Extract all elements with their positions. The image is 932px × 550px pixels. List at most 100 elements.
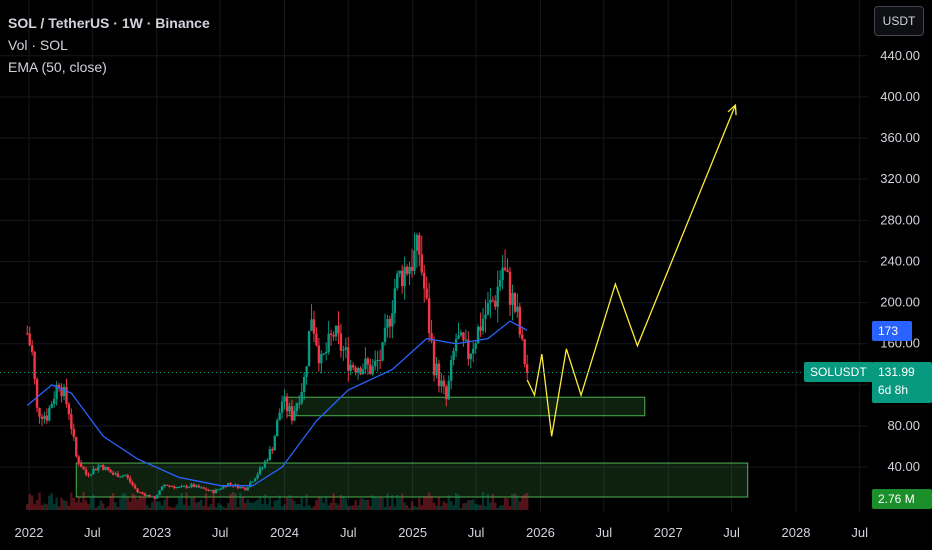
volume-bar bbox=[45, 504, 49, 510]
price-tick-label: 280.00 bbox=[880, 212, 920, 227]
time-axis[interactable]: 2022 Jul 2023 Jul 2024 Jul 2025 Jul 2026 Jul 2027 J… bbox=[15, 525, 869, 540]
candle-body bbox=[177, 486, 181, 488]
candle-body bbox=[38, 407, 41, 417]
time-tick-label: Jul bbox=[595, 525, 612, 540]
candle-body bbox=[364, 358, 367, 370]
candle-body bbox=[523, 339, 526, 365]
volume-bar bbox=[374, 497, 377, 510]
volume-bar bbox=[97, 505, 100, 510]
volume-bar bbox=[359, 498, 362, 510]
volume-bar bbox=[40, 504, 44, 510]
candle-body bbox=[300, 391, 303, 404]
symbol-tag: SOLUSDT bbox=[804, 362, 873, 382]
time-tick-label: Jul bbox=[84, 525, 101, 540]
candle-body bbox=[310, 319, 313, 331]
volume-bar bbox=[317, 496, 321, 510]
volume-bar bbox=[472, 499, 475, 510]
volume-bar bbox=[202, 505, 205, 510]
volume-bar bbox=[165, 496, 169, 510]
volume-bar bbox=[261, 503, 264, 510]
volume-bar bbox=[435, 505, 438, 510]
volume-bar bbox=[124, 493, 127, 510]
volume-bar bbox=[494, 502, 497, 510]
candle-body bbox=[312, 319, 316, 334]
candle-body bbox=[398, 270, 401, 274]
volume-bar bbox=[263, 494, 267, 510]
volume-bar bbox=[79, 502, 83, 510]
candle-body bbox=[474, 343, 477, 349]
volume-bar bbox=[312, 506, 316, 510]
symbol-title[interactable]: SOL / TetherUS · 1W · Binance bbox=[8, 15, 210, 31]
candle-body bbox=[141, 492, 144, 494]
candle-body bbox=[226, 483, 230, 487]
volume-bar bbox=[177, 497, 181, 510]
volume-bar bbox=[268, 496, 272, 510]
candle-body bbox=[320, 353, 323, 364]
volume-bar bbox=[383, 507, 387, 510]
candle-body bbox=[403, 266, 406, 287]
volume-bar bbox=[92, 494, 95, 510]
ema-indicator-label[interactable]: EMA (50, close) bbox=[8, 59, 107, 75]
candle-body bbox=[151, 496, 154, 498]
candle-body bbox=[516, 306, 519, 312]
currency-button[interactable]: USDT bbox=[874, 6, 924, 36]
volume-bar bbox=[62, 500, 66, 510]
candle-body bbox=[361, 369, 365, 375]
candle-body bbox=[124, 475, 127, 477]
candle-body bbox=[354, 367, 357, 373]
candle-body bbox=[67, 403, 71, 415]
volume-bar bbox=[104, 507, 107, 510]
chart-grid bbox=[0, 0, 868, 512]
candle-body bbox=[413, 250, 416, 271]
volume-bar bbox=[249, 502, 252, 510]
candle-body bbox=[106, 466, 110, 470]
candle-body bbox=[489, 299, 492, 304]
candle-body bbox=[207, 490, 210, 492]
volume-bar bbox=[67, 505, 71, 510]
candle-body bbox=[204, 488, 208, 491]
time-tick-label: 2025 bbox=[398, 525, 427, 540]
volume-bar bbox=[408, 507, 411, 510]
candle-body bbox=[315, 333, 318, 346]
volume-bar bbox=[204, 493, 208, 510]
candle-body bbox=[278, 412, 281, 421]
volume-bar bbox=[337, 504, 340, 510]
volume-bar bbox=[197, 501, 200, 510]
candle-body bbox=[376, 359, 379, 361]
volume-bar bbox=[437, 496, 441, 510]
candle-body bbox=[518, 306, 521, 335]
candle-body bbox=[224, 486, 227, 488]
volume-bar bbox=[192, 496, 196, 510]
candle-body bbox=[305, 366, 308, 377]
time-tick-label: Jul bbox=[340, 525, 357, 540]
volume-bar bbox=[50, 493, 53, 510]
price-axis[interactable]: 40.0080.00120.00160.00200.00240.00280.00… bbox=[880, 48, 920, 474]
candle-body bbox=[293, 411, 296, 421]
volume-indicator-label[interactable]: Vol · SOL bbox=[8, 37, 68, 53]
candle-body bbox=[50, 403, 53, 408]
candle-body bbox=[356, 367, 360, 373]
time-tick-label: 2022 bbox=[15, 525, 44, 540]
candle-body bbox=[349, 365, 352, 371]
candle-body bbox=[153, 496, 156, 499]
volume-bar bbox=[462, 503, 465, 510]
volume-bar bbox=[231, 492, 235, 510]
volume-bar bbox=[89, 496, 93, 510]
volume-bar bbox=[349, 505, 352, 510]
volume-bar bbox=[38, 492, 41, 510]
candle-body bbox=[146, 495, 149, 497]
candle-body bbox=[175, 487, 178, 489]
candle-body bbox=[423, 272, 426, 289]
volume-bar bbox=[168, 506, 171, 510]
candle-body bbox=[77, 456, 80, 464]
candle-body bbox=[258, 467, 262, 475]
candle-body bbox=[53, 398, 56, 404]
support-zone bbox=[75, 462, 749, 498]
candle-body bbox=[447, 380, 450, 400]
time-tick-label: Jul bbox=[723, 525, 740, 540]
candle-body bbox=[449, 360, 453, 381]
volume-bar bbox=[516, 495, 519, 510]
price-tick-label: 440.00 bbox=[880, 48, 920, 63]
time-tick-label: 2027 bbox=[654, 525, 683, 540]
